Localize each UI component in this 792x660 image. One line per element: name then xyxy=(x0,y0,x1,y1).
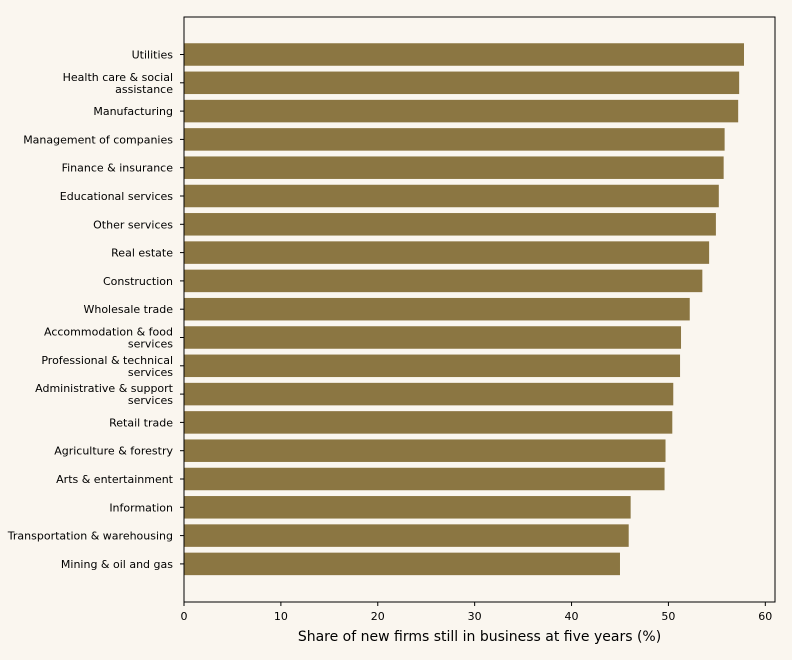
bar-9 xyxy=(184,297,690,321)
category-label: Mining & oil and gas xyxy=(61,558,173,571)
category-label: Information xyxy=(109,501,173,514)
bar-5 xyxy=(184,184,719,208)
category-label: Real estate xyxy=(111,247,173,260)
x-tick-label: 30 xyxy=(468,610,482,623)
bar-4 xyxy=(184,156,724,179)
x-tick-label: 60 xyxy=(758,610,772,623)
bar-7 xyxy=(184,241,710,264)
bar-15 xyxy=(184,467,665,491)
bar-18 xyxy=(184,552,620,576)
bar-1 xyxy=(184,71,740,95)
x-tick-label: 10 xyxy=(274,610,288,623)
x-axis-ticks: 0 10 20 30 40 50 60 xyxy=(181,602,772,623)
bar-14 xyxy=(184,439,666,462)
bar-8 xyxy=(184,269,703,293)
category-label: Accommodation & food services xyxy=(44,326,173,351)
category-label: Manufacturing xyxy=(93,105,173,118)
x-tick-label: 0 xyxy=(181,610,188,623)
category-label: Arts & entertainment xyxy=(56,473,174,486)
category-label: Retail trade xyxy=(109,416,173,429)
category-label: Health care & social assistance xyxy=(63,71,174,96)
bar-13 xyxy=(184,411,673,434)
bars-group xyxy=(184,43,744,576)
bar-3 xyxy=(184,128,725,151)
bar-17 xyxy=(184,524,629,547)
category-labels: Utilities Health care & social assistance M… xyxy=(7,49,184,571)
category-label: Wholesale trade xyxy=(83,303,173,316)
bar-6 xyxy=(184,213,716,236)
bar-10 xyxy=(184,326,682,349)
category-label: Other services xyxy=(93,218,173,231)
bar-11 xyxy=(184,354,681,378)
x-tick-label: 50 xyxy=(661,610,675,623)
category-label: Agriculture & forestry xyxy=(54,445,173,458)
x-tick-label: 40 xyxy=(565,610,579,623)
category-label: Administrative & support services xyxy=(35,382,174,407)
bar-2 xyxy=(184,99,739,123)
category-label: Utilities xyxy=(132,49,174,62)
bar-12 xyxy=(184,382,674,406)
x-axis-title: Share of new firms still in business at … xyxy=(298,629,661,645)
x-tick-label: 20 xyxy=(371,610,385,623)
bar-16 xyxy=(184,496,631,519)
category-label: Educational services xyxy=(60,190,173,203)
category-label: Management of companies xyxy=(23,133,173,146)
category-label: Professional & technical services xyxy=(41,354,173,379)
plot-frame xyxy=(183,16,776,603)
category-label: Construction xyxy=(103,275,173,288)
category-label: Transportation & warehousing xyxy=(7,530,173,543)
category-label: Finance & insurance xyxy=(62,162,174,175)
bar-0 xyxy=(184,43,744,66)
